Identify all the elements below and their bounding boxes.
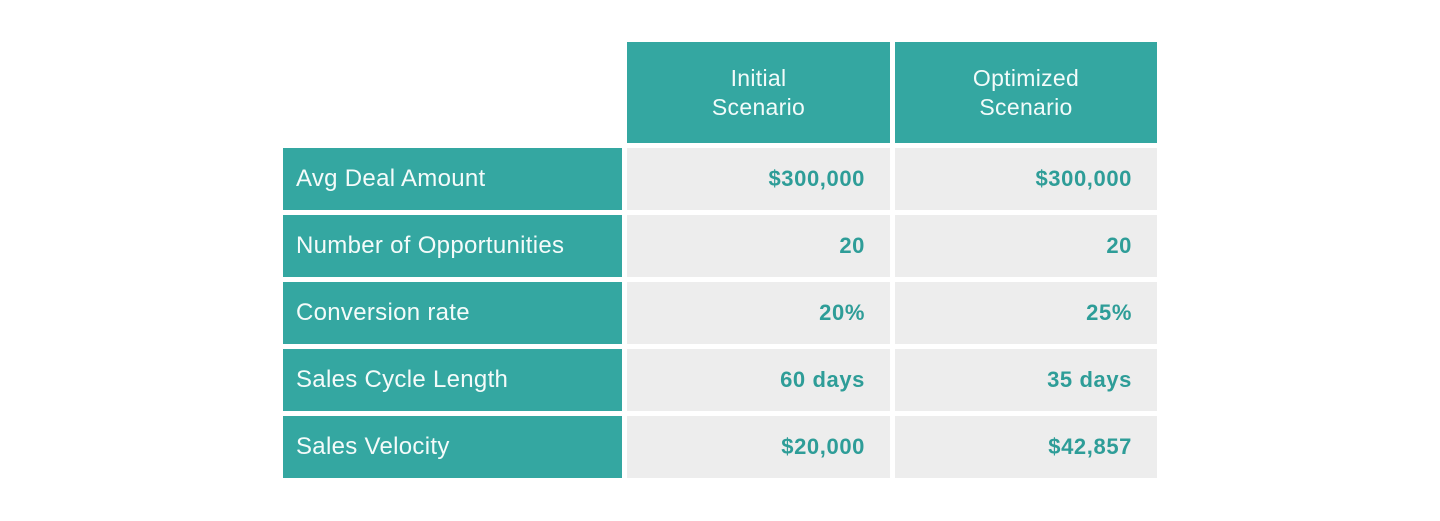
header-line: Optimized (972, 64, 1080, 91)
column-header-initial-scenario: Initial Scenario (627, 42, 890, 143)
value-sales-cycle-length-initial: 60 days (627, 349, 890, 411)
value-conversion-rate-initial: 20% (627, 282, 890, 344)
row-label-sales-velocity: Sales Velocity (283, 416, 622, 478)
row-label-conversion-rate: Conversion rate (283, 282, 622, 344)
header-line: Scenario (979, 93, 1073, 120)
value-number-of-opportunities-optimized: 20 (895, 215, 1157, 277)
column-header-optimized-scenario: Optimized Scenario (895, 42, 1157, 143)
table-corner-empty (283, 42, 622, 143)
header-line: Initial (730, 64, 787, 91)
value-conversion-rate-optimized: 25% (895, 282, 1157, 344)
sales-velocity-comparison-table: Initial Scenario Optimized Scenario Avg … (283, 42, 1157, 478)
value-sales-velocity-initial: $20,000 (627, 416, 890, 478)
header-line: Scenario (711, 93, 806, 120)
value-avg-deal-amount-initial: $300,000 (627, 148, 890, 210)
value-avg-deal-amount-optimized: $300,000 (895, 148, 1157, 210)
row-label-avg-deal-amount: Avg Deal Amount (283, 148, 622, 210)
value-sales-velocity-optimized: $42,857 (895, 416, 1157, 478)
value-sales-cycle-length-optimized: 35 days (895, 349, 1157, 411)
value-number-of-opportunities-initial: 20 (627, 215, 890, 277)
row-label-number-of-opportunities: Number of Opportunities (283, 215, 622, 277)
row-label-sales-cycle-length: Sales Cycle Length (283, 349, 622, 411)
